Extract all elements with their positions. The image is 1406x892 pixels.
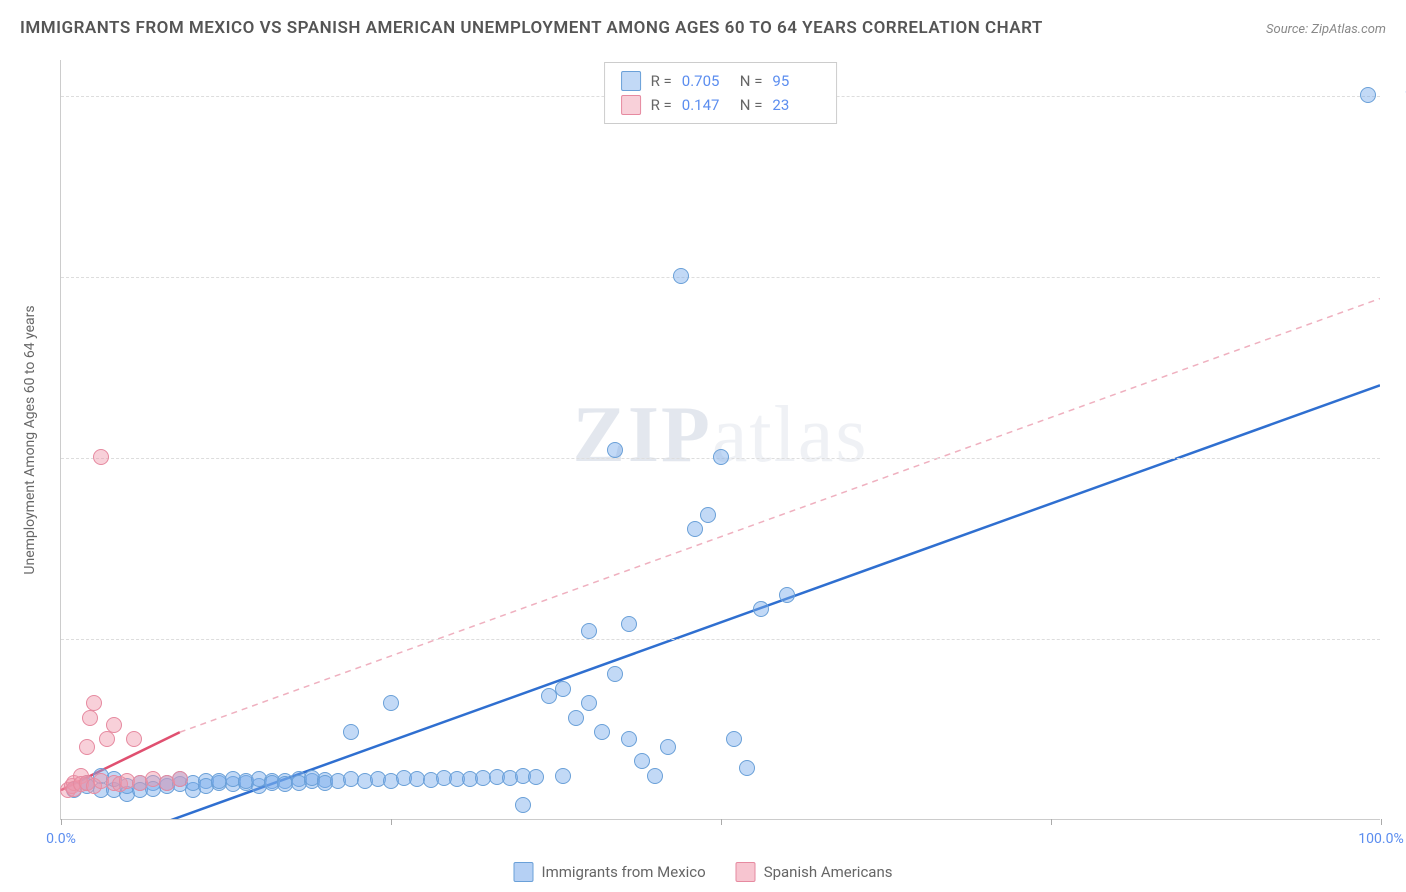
data-point [568,710,584,726]
legend-swatch [621,71,641,91]
data-point [713,449,729,465]
data-point [1360,87,1376,103]
y-tick-label: 100.0% [1390,88,1406,104]
data-point [93,449,109,465]
legend-swatch [736,862,756,882]
y-tick-label: 50.0% [1390,450,1406,466]
data-point [172,771,188,787]
x-tick-label: 0.0% [46,831,76,847]
x-tick-mark [391,819,392,825]
n-label: N = [740,69,763,93]
r-value: 0.705 [682,69,730,93]
source-attribution: Source: ZipAtlas.com [1266,22,1386,37]
n-label: N = [740,93,763,117]
data-point [621,731,637,747]
gridline [61,639,1380,640]
data-point [79,739,95,755]
data-point [621,616,637,632]
legend-stats-row: R = 0.705 N = 95 [621,69,821,93]
gridline [61,277,1380,278]
data-point [739,760,755,776]
data-point [86,695,102,711]
x-tick-mark [721,819,722,825]
y-tick-label: 75.0% [1390,269,1406,285]
y-axis-label: Unemployment Among Ages 60 to 64 years [22,305,38,574]
n-value: 95 [772,69,820,93]
r-label: R = [651,93,672,117]
data-point [581,623,597,639]
bottom-legend: Immigrants from Mexico Spanish Americans [514,862,893,882]
trend-lines-layer [61,60,1380,819]
data-point [687,521,703,537]
data-point [660,739,676,755]
legend-item: Spanish Americans [736,862,893,882]
data-point [753,601,769,617]
legend-stats-row: R = 0.147 N = 23 [621,93,821,117]
data-point [634,753,650,769]
data-point [700,507,716,523]
x-tick-mark [1381,819,1382,825]
data-point [555,681,571,697]
data-point [82,710,98,726]
data-point [779,587,795,603]
x-tick-label: 100.0% [1358,831,1403,847]
n-value: 23 [772,93,820,117]
data-point [515,797,531,813]
data-point [594,724,610,740]
chart-title: IMMIGRANTS FROM MEXICO VS SPANISH AMERIC… [20,18,1043,38]
legend-swatch [514,862,534,882]
data-point [343,724,359,740]
data-point [647,768,663,784]
data-point [528,769,544,785]
x-tick-mark [61,819,62,825]
r-label: R = [651,69,672,93]
plot-area: ZIPatlas R =0.705N =95R =0.147N =23 25.0… [60,60,1380,820]
r-value: 0.147 [682,93,730,117]
watermark: ZIPatlas [573,389,869,480]
legend-label: Immigrants from Mexico [542,863,706,881]
x-tick-mark [1051,819,1052,825]
legend-swatch [621,95,641,115]
data-point [607,666,623,682]
data-point [726,731,742,747]
legend-label: Spanish Americans [764,863,893,881]
y-tick-label: 25.0% [1390,631,1406,647]
data-point [607,442,623,458]
data-point [581,695,597,711]
data-point [383,695,399,711]
data-point [99,731,115,747]
data-point [106,717,122,733]
legend-stats-box: R = 0.705 N = 95 R = 0.147 N = 23 [604,62,838,124]
data-point [555,768,571,784]
data-point [673,268,689,284]
data-point [126,731,142,747]
legend-item: Immigrants from Mexico [514,862,706,882]
